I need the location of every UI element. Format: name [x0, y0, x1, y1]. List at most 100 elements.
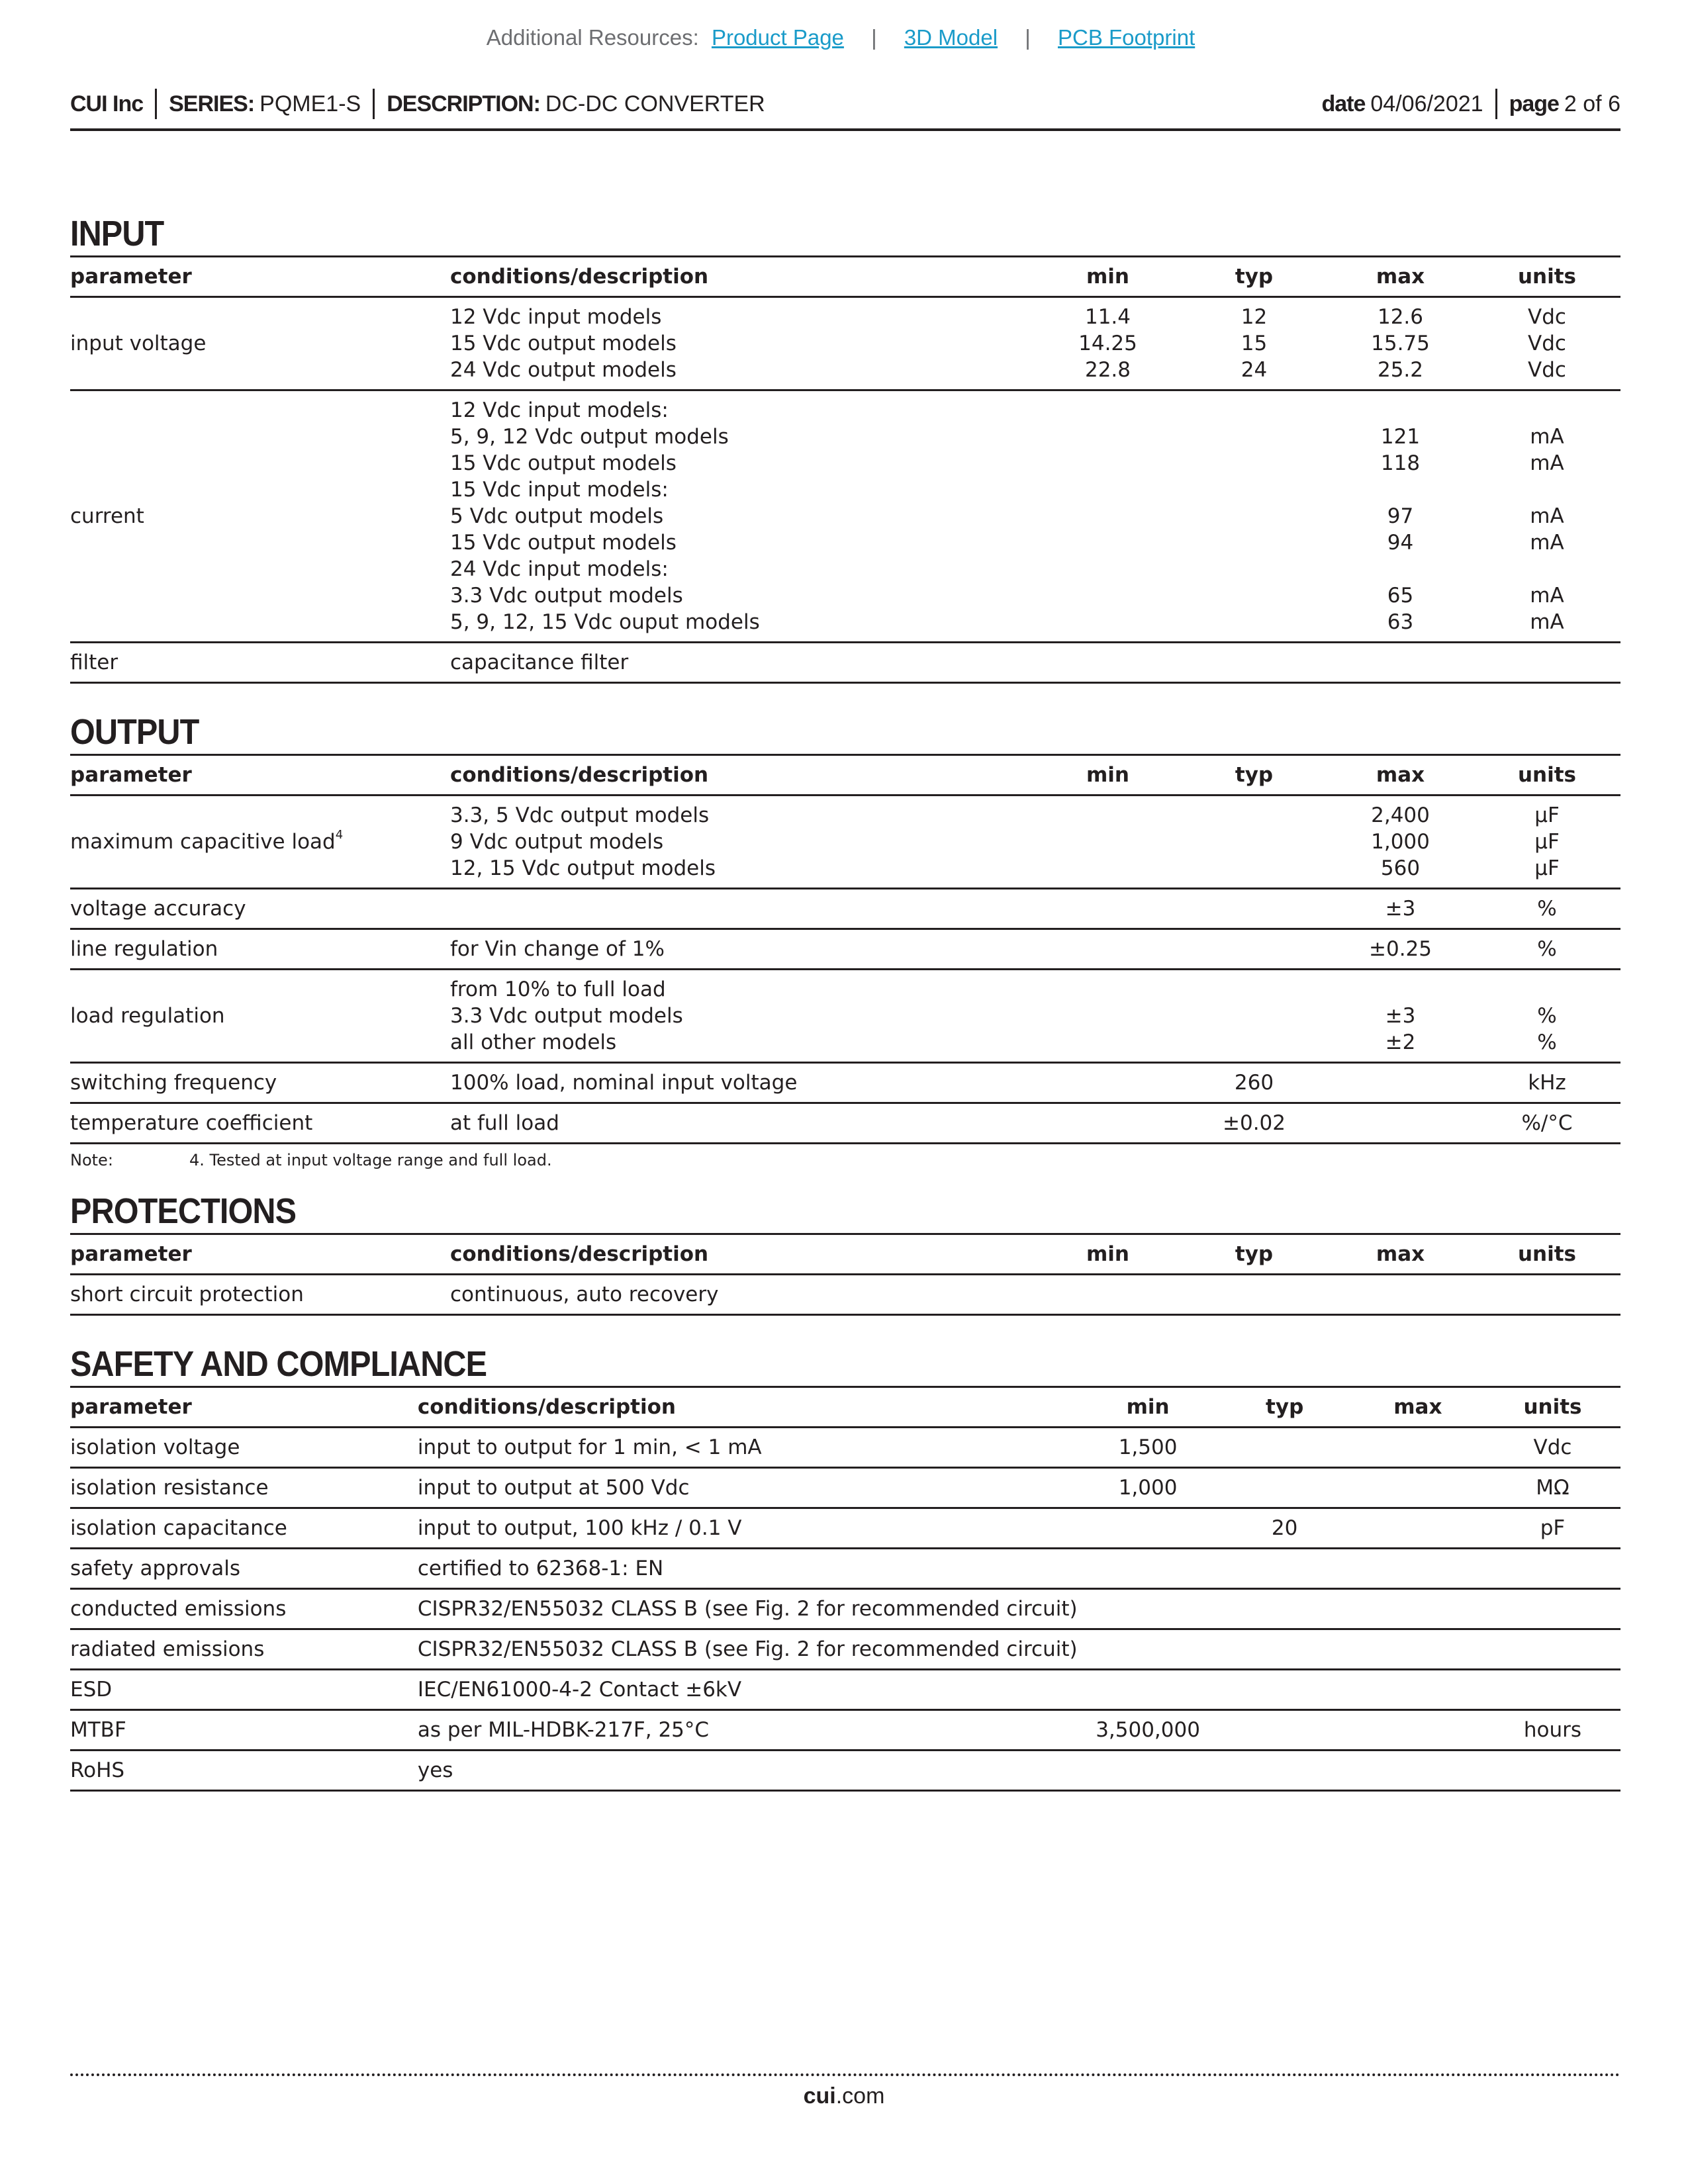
cond-cell: yes [418, 1751, 1078, 1791]
pcb-footprint-link[interactable]: PCB Footprint [1057, 25, 1196, 50]
parameter-name: maximum capacitive load [70, 830, 336, 854]
typ-value [1181, 582, 1327, 609]
spec-table: parameter conditions/description min typ max… [70, 255, 1620, 684]
typ-value [1181, 936, 1327, 962]
typ-value [1219, 1717, 1351, 1743]
max-cell: 12.6 15.75 25.2 [1327, 297, 1474, 390]
typ-cell: 12 15 24 [1181, 297, 1327, 390]
units-value: kHz [1528, 1071, 1566, 1095]
min-value [1035, 649, 1181, 676]
typ-value [1219, 1434, 1351, 1461]
units-value: %/°C [1521, 1111, 1573, 1135]
parameter-cell: RoHS [70, 1751, 418, 1791]
parameter-name: safety approvals [70, 1557, 240, 1580]
min-value [1035, 556, 1181, 582]
typ-value [1181, 1281, 1327, 1308]
cond-cell: at full load [450, 1103, 1035, 1144]
page-label: page [1509, 91, 1560, 116]
max-cell [1351, 1751, 1485, 1791]
parameter-cell: ESD [70, 1670, 418, 1710]
cond-value: 15 Vdc input models: [450, 478, 669, 502]
min-value [1035, 450, 1181, 477]
cond-cell: from 10% to full load 3.3 Vdc output mode… [450, 970, 1035, 1063]
column-header: units [1517, 763, 1577, 787]
parameter-cell: short circuit protection [70, 1275, 450, 1315]
min-value [1035, 1003, 1181, 1029]
parameter-cell: conducted emissions [70, 1589, 418, 1629]
typ-cell [1219, 1670, 1351, 1710]
units-cell [1485, 1751, 1620, 1791]
cond-value: 5 Vdc output models [450, 504, 664, 528]
units-cell: % [1474, 929, 1620, 970]
min-value: 1,500 [1118, 1435, 1178, 1459]
parameter-cell: current [70, 390, 450, 643]
typ-value [1181, 450, 1327, 477]
max-cell: 121 118 97 94 65 63 [1327, 390, 1474, 643]
units-cell: % [1474, 889, 1620, 929]
typ-value [1219, 1757, 1351, 1784]
max-value [1327, 1110, 1474, 1136]
header-rule [70, 128, 1620, 131]
description-value: DC-DC CONVERTER [545, 91, 765, 116]
min-cell: 11.4 14.25 22.8 [1035, 297, 1181, 390]
cond-value: CISPR32/EN55032 CLASS B (see Fig. 2 for … [417, 1597, 1078, 1621]
min-value [1035, 609, 1181, 635]
max-value [1351, 1555, 1485, 1582]
column-header: parameter [70, 1242, 192, 1266]
typ-value [1219, 1475, 1351, 1501]
units-value: % [1537, 897, 1557, 921]
units-value: MΩ [1536, 1476, 1570, 1500]
product-page-link[interactable]: Product Page [711, 25, 844, 50]
max-value: ±3 [1385, 1004, 1416, 1028]
units-value [1485, 1757, 1620, 1784]
table-row: switching frequency 100% load, nominal in… [70, 1063, 1620, 1103]
cond-cell [450, 889, 1035, 929]
column-header: max [1376, 1242, 1425, 1266]
units-value: pF [1540, 1516, 1566, 1540]
cond-cell: capacitance filter [450, 643, 1035, 683]
units-value [1474, 477, 1620, 503]
units-cell: Vdc Vdc Vdc [1474, 297, 1620, 390]
resources-label: Additional Resources: [486, 25, 699, 50]
typ-value [1219, 1676, 1351, 1703]
max-value: 63 [1387, 610, 1414, 634]
column-header: units [1517, 1242, 1577, 1266]
max-value: 94 [1387, 531, 1414, 555]
cond-value: input to output at 500 Vdc [417, 1476, 690, 1500]
section-title: OUTPUT [70, 712, 199, 752]
typ-value [1181, 829, 1327, 855]
typ-value [1181, 609, 1327, 635]
section-title: SAFETY AND COMPLIANCE [70, 1344, 487, 1384]
cond-cell: for Vin change of 1% [450, 929, 1035, 970]
cond-value: 3.3, 5 Vdc output models [450, 803, 710, 827]
footer: cui.com [0, 2083, 1688, 2109]
table-row: filter capacitance filter [70, 643, 1620, 683]
parameter-name: isolation resistance [70, 1476, 269, 1500]
units-value: hours [1523, 1718, 1582, 1742]
cond-value: at full load [450, 1111, 559, 1135]
footer-divider [70, 2073, 1620, 2076]
cond-cell: 100% load, nominal input voltage [450, 1063, 1035, 1103]
cond-value: capacitance filter [450, 651, 629, 674]
column-header: parameter [70, 763, 192, 787]
typ-value [1219, 1596, 1351, 1622]
divider [155, 89, 158, 119]
max-value [1327, 556, 1474, 582]
max-value: 560 [1380, 856, 1421, 880]
min-cell [1035, 643, 1181, 683]
units-value [1474, 397, 1620, 424]
typ-value [1181, 855, 1327, 882]
typ-cell [1219, 1468, 1351, 1508]
units-cell: Vdc [1485, 1428, 1620, 1468]
parameter-name: conducted emissions [70, 1597, 287, 1621]
typ-cell [1181, 643, 1327, 683]
units-value: mA [1530, 610, 1564, 634]
parameter-cell: isolation voltage [70, 1428, 418, 1468]
table-row: load regulation from 10% to full load 3.3 … [70, 970, 1620, 1063]
max-cell [1351, 1589, 1485, 1629]
3d-model-link[interactable]: 3D Model [904, 25, 998, 50]
max-value: 65 [1387, 584, 1414, 608]
min-cell [1078, 1670, 1219, 1710]
table-row: voltage accuracy ±3% [70, 889, 1620, 929]
column-header: conditions/description [450, 763, 709, 787]
